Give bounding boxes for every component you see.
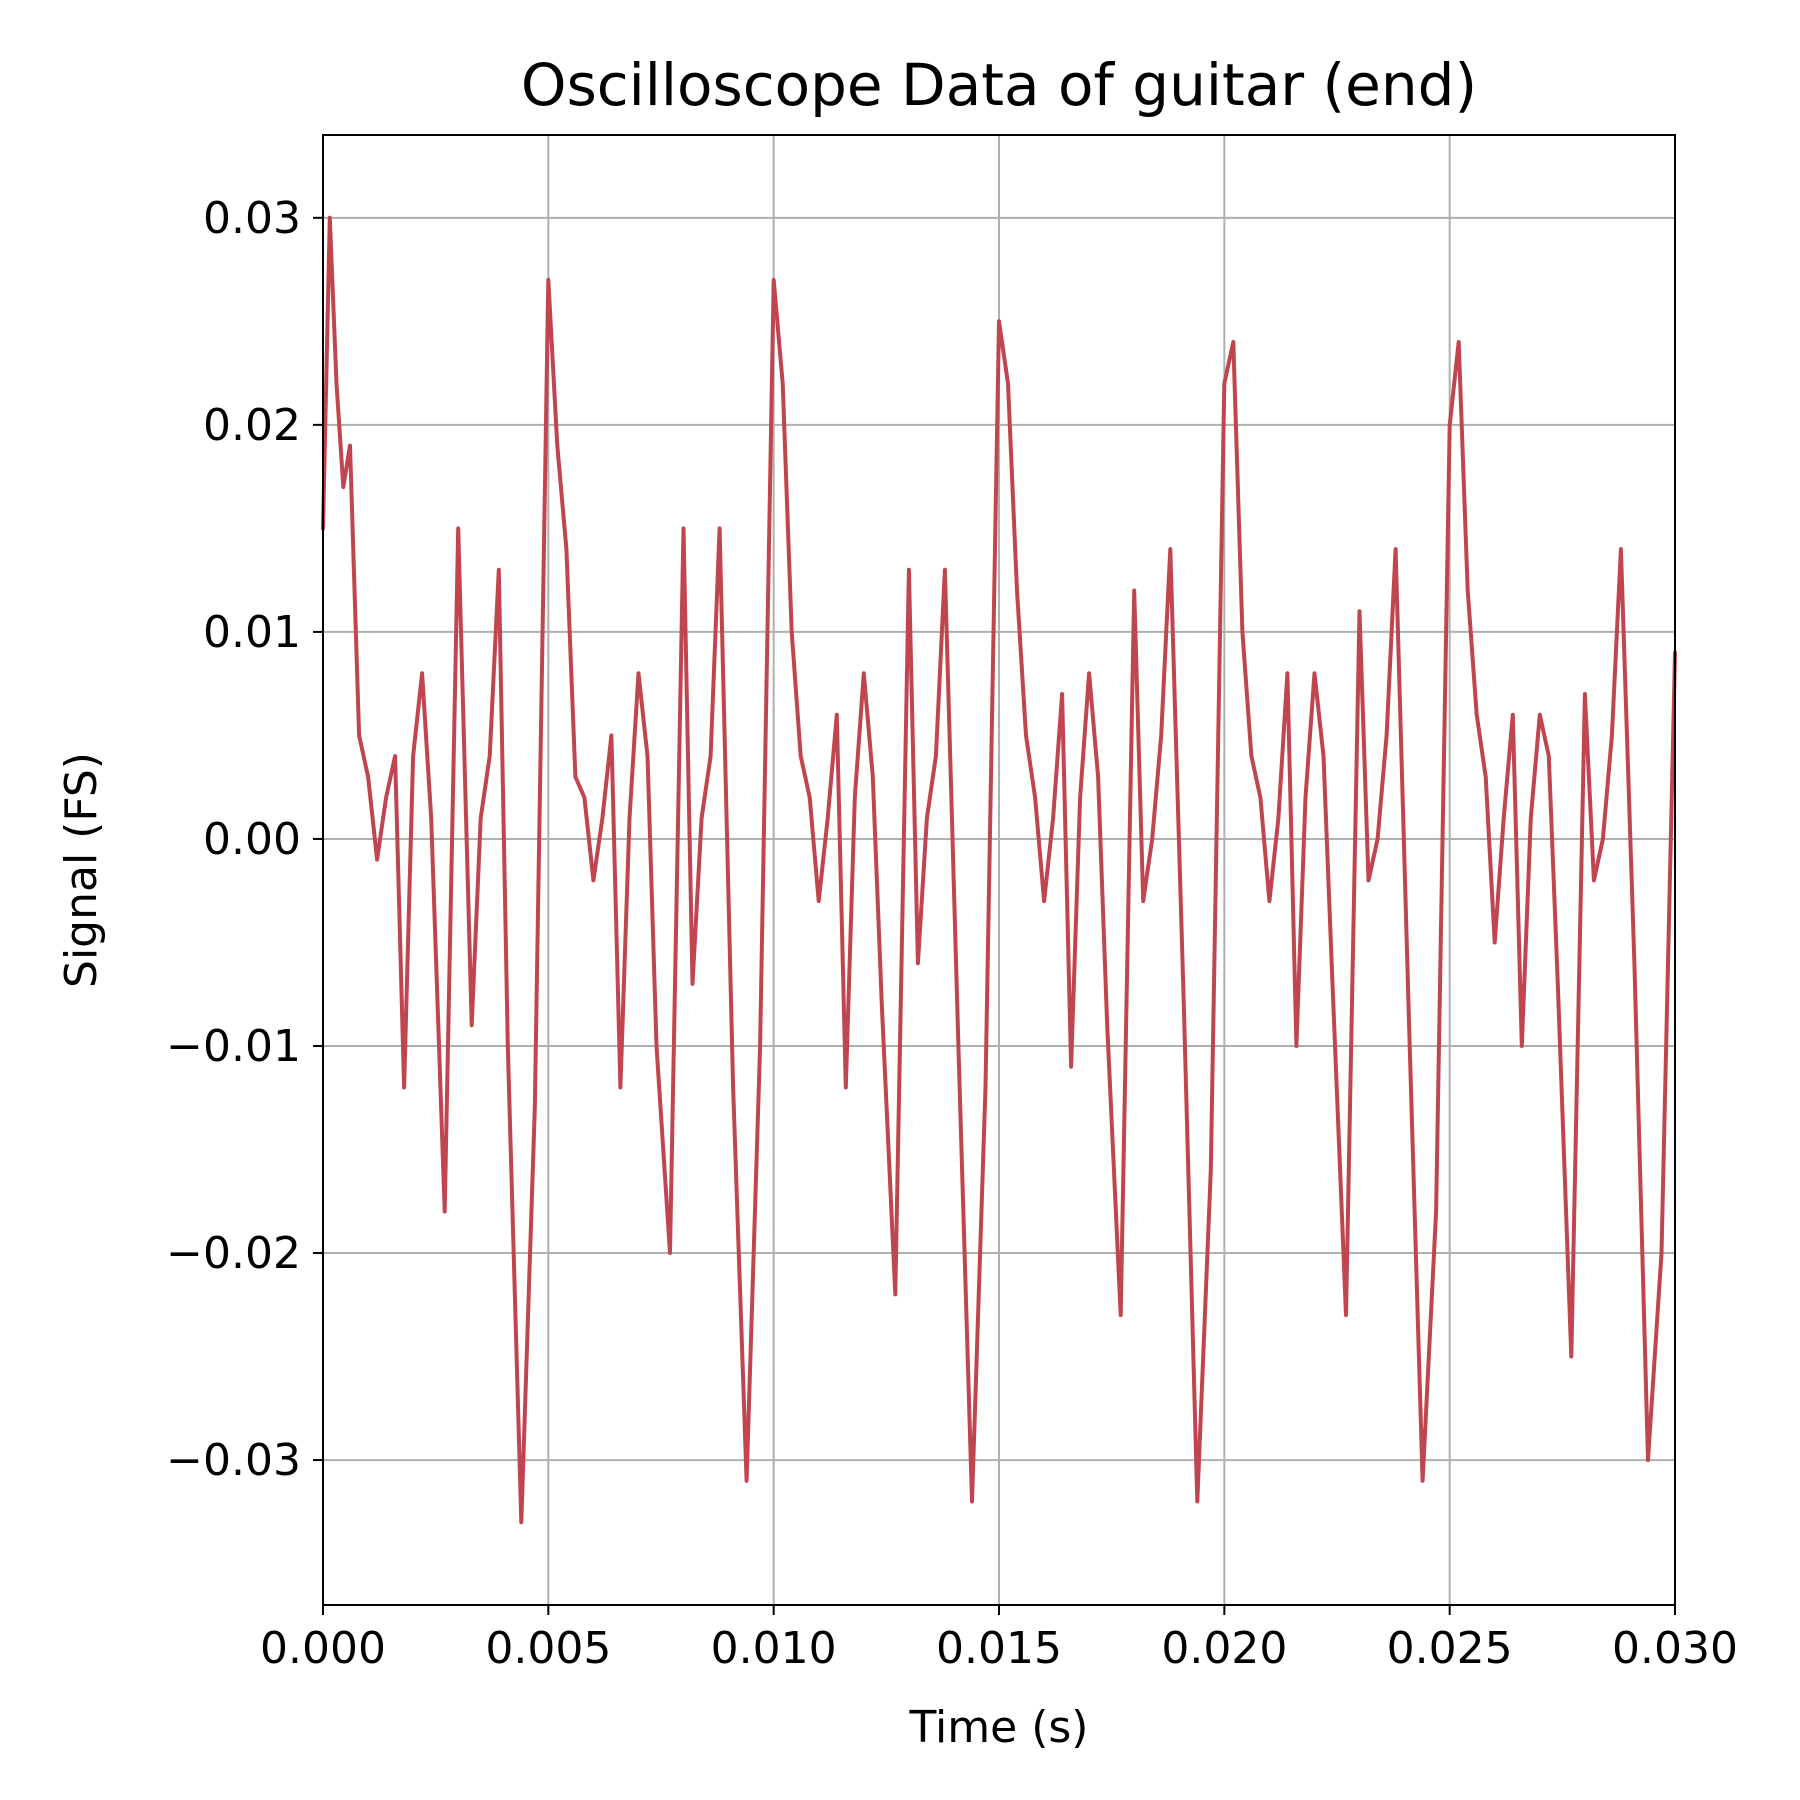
x-tick-label: 0.025 [1387, 1623, 1513, 1674]
x-tick-label: 0.020 [1161, 1623, 1287, 1674]
x-tick-label: 0.030 [1612, 1623, 1738, 1674]
x-tick-label: 0.000 [260, 1623, 386, 1674]
y-tick-label: 0.03 [203, 193, 301, 244]
chart-title: Oscilloscope Data of guitar (end) [521, 51, 1477, 119]
y-tick-label: 0.02 [203, 400, 301, 451]
y-tick-label: 0.00 [203, 814, 301, 865]
y-tick-label: −0.02 [166, 1228, 301, 1279]
x-axis-label: Time (s) [909, 1702, 1089, 1753]
y-tick-label: −0.03 [166, 1435, 301, 1486]
x-tick-label: 0.010 [711, 1623, 837, 1674]
y-tick-label: 0.01 [203, 607, 301, 658]
x-tick-label: 0.015 [936, 1623, 1062, 1674]
y-tick-label: −0.01 [166, 1021, 301, 1072]
tick-layer: 0.000 0.005 0.010 0.015 0.020 0.025 0.030 −0.03… [166, 193, 1738, 1674]
y-axis-label: Signal (FS) [56, 752, 107, 988]
x-tick-label: 0.005 [485, 1623, 611, 1674]
